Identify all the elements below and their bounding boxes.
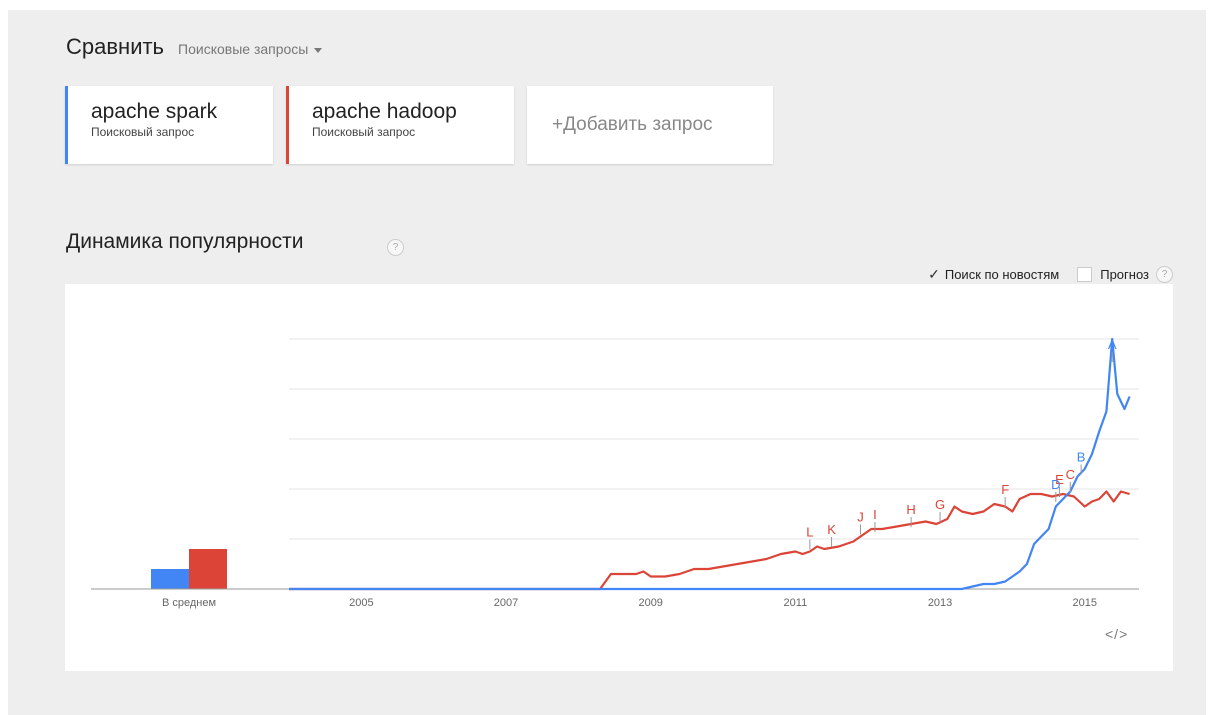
annotation-label[interactable]: D bbox=[1051, 477, 1060, 492]
term-card-hadoop[interactable]: apache hadoop Поисковый запрос bbox=[286, 86, 514, 164]
add-term-button[interactable]: +Добавить запрос bbox=[527, 86, 773, 164]
compare-row: Сравнить Поисковые запросы bbox=[66, 34, 323, 60]
caret-down-icon bbox=[314, 47, 323, 53]
news-search-label[interactable]: Поиск по новостям bbox=[944, 267, 1060, 282]
chart-grid bbox=[289, 338, 1139, 540]
annotation-label[interactable]: F bbox=[1001, 482, 1009, 497]
series-lines bbox=[289, 337, 1131, 591]
term-type-hadoop: Поисковый запрос bbox=[312, 125, 416, 139]
term-color-bar-hadoop bbox=[286, 86, 289, 164]
term-type-spark: Поисковый запрос bbox=[91, 125, 195, 139]
term-name-spark: apache spark bbox=[91, 100, 218, 123]
interest-chart: В среднем 2005 2007 2009 2011 2013 2015 L K J I H… bbox=[91, 337, 1139, 609]
x-tick-label: 2007 bbox=[494, 597, 518, 609]
chart-options: ✓ Поиск по новостям Прогноз ? bbox=[928, 266, 1173, 283]
average-bar bbox=[151, 569, 189, 589]
embed-code-button[interactable]: </> bbox=[1105, 626, 1129, 642]
annotation-label[interactable]: E bbox=[1055, 472, 1064, 487]
forecast-checkbox[interactable] bbox=[1077, 267, 1093, 282]
annotation-label[interactable]: L bbox=[806, 525, 813, 540]
compare-type-dropdown[interactable]: Поисковые запросы bbox=[178, 41, 323, 57]
chart-axis: 2005 2007 2009 2011 2013 2015 bbox=[91, 588, 1139, 609]
annotation-label[interactable]: J bbox=[857, 510, 864, 525]
x-tick-label: 2005 bbox=[349, 597, 373, 609]
annotation-label[interactable]: B bbox=[1077, 450, 1086, 465]
annotation-label[interactable]: H bbox=[906, 502, 915, 517]
x-tick-label: 2011 bbox=[784, 597, 808, 609]
term-color-bar-spark bbox=[65, 86, 68, 164]
average-label: В среднем bbox=[162, 597, 216, 609]
section-title: Динамика популярности bbox=[66, 230, 304, 253]
annotation-label[interactable]: G bbox=[935, 497, 945, 512]
series-line bbox=[289, 337, 1131, 591]
series-line bbox=[289, 490, 1130, 591]
x-tick-label: 2015 bbox=[1073, 597, 1097, 609]
annotation-label[interactable]: C bbox=[1066, 467, 1075, 482]
x-tick-label: 2013 bbox=[928, 597, 952, 609]
term-card-spark[interactable]: apache spark Поисковый запрос bbox=[65, 86, 273, 164]
annotation-label[interactable]: K bbox=[827, 522, 836, 537]
x-tick-label: 2009 bbox=[638, 597, 662, 609]
compare-type-label: Поисковые запросы bbox=[178, 41, 309, 57]
forecast-label[interactable]: Прогноз bbox=[1100, 267, 1149, 282]
annotation-label[interactable]: A bbox=[1108, 337, 1117, 352]
forecast-help-icon[interactable]: ? bbox=[1156, 266, 1173, 283]
compare-title: Сравнить bbox=[66, 34, 165, 59]
news-checkmark-icon[interactable]: ✓ bbox=[928, 266, 940, 282]
help-icon[interactable]: ? bbox=[387, 239, 404, 256]
annotation-label[interactable]: I bbox=[873, 507, 877, 522]
term-name-hadoop: apache hadoop bbox=[312, 100, 457, 123]
average-bars: В среднем bbox=[151, 549, 227, 609]
average-bar bbox=[189, 549, 227, 589]
